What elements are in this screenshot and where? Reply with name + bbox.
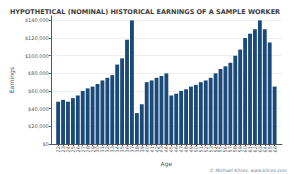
- svg-text:53: 53: [207, 146, 214, 153]
- svg-text:29: 29: [89, 146, 96, 153]
- svg-text:44: 44: [163, 146, 170, 153]
- svg-text:36: 36: [124, 146, 130, 153]
- svg-text:30: 30: [94, 146, 101, 153]
- svg-text:25: 25: [69, 146, 76, 153]
- svg-text:32: 32: [104, 146, 111, 153]
- svg-text:38: 38: [133, 146, 140, 153]
- svg-text:33: 33: [109, 146, 116, 153]
- svg-text:37: 37: [128, 146, 135, 153]
- svg-text:60: 60: [242, 146, 249, 153]
- svg-text:$40,000: $40,000: [28, 106, 49, 112]
- svg-text:$20,000: $20,000: [28, 123, 49, 129]
- svg-text:23: 23: [60, 146, 67, 153]
- svg-text:Age: Age: [161, 160, 173, 168]
- svg-text:57: 57: [227, 146, 234, 153]
- svg-text:56: 56: [222, 146, 229, 153]
- svg-text:49: 49: [188, 146, 194, 153]
- svg-text:47: 47: [178, 146, 185, 153]
- svg-text:$0: $0: [42, 141, 48, 147]
- svg-text:$80,000: $80,000: [28, 70, 49, 76]
- svg-text:34: 34: [114, 146, 121, 153]
- svg-text:54: 54: [212, 146, 219, 153]
- svg-text:62: 62: [251, 146, 258, 153]
- svg-text:46: 46: [173, 146, 180, 153]
- svg-text:24: 24: [65, 146, 71, 153]
- svg-text:26: 26: [74, 146, 81, 153]
- svg-text:$120,000: $120,000: [25, 35, 49, 41]
- svg-text:40: 40: [143, 146, 150, 153]
- svg-text:27: 27: [79, 146, 86, 153]
- svg-text:48: 48: [183, 146, 190, 153]
- svg-text:28: 28: [84, 146, 91, 153]
- svg-text:61: 61: [247, 146, 253, 153]
- svg-text:58: 58: [232, 146, 239, 153]
- svg-text:51: 51: [197, 146, 204, 153]
- svg-text:66: 66: [272, 146, 278, 152]
- svg-text:50: 50: [192, 146, 199, 153]
- svg-text:41: 41: [148, 146, 155, 153]
- svg-text:63: 63: [256, 146, 263, 153]
- svg-text:HYPOTHETICAL (NOMINAL) HISTORI: HYPOTHETICAL (NOMINAL) HISTORICAL EARNIN…: [10, 8, 280, 16]
- svg-text:© Michael Kitces, www.kitces.c: © Michael Kitces, www.kitces.com: [210, 168, 288, 173]
- svg-text:Earnings: Earnings: [8, 67, 16, 93]
- svg-text:43: 43: [158, 146, 165, 153]
- svg-text:42: 42: [153, 146, 160, 153]
- svg-text:22: 22: [55, 146, 62, 153]
- svg-text:59: 59: [237, 146, 244, 153]
- svg-text:39: 39: [138, 146, 145, 153]
- svg-text:52: 52: [202, 146, 209, 153]
- svg-text:31: 31: [99, 146, 106, 153]
- svg-text:$100,000: $100,000: [25, 53, 49, 59]
- svg-text:$60,000: $60,000: [28, 88, 49, 94]
- svg-text:55: 55: [217, 146, 224, 153]
- svg-text:65: 65: [266, 146, 273, 153]
- svg-text:$140,000: $140,000: [25, 17, 49, 23]
- svg-text:35: 35: [119, 146, 126, 153]
- svg-text:64: 64: [261, 146, 268, 153]
- svg-text:45: 45: [168, 146, 175, 153]
